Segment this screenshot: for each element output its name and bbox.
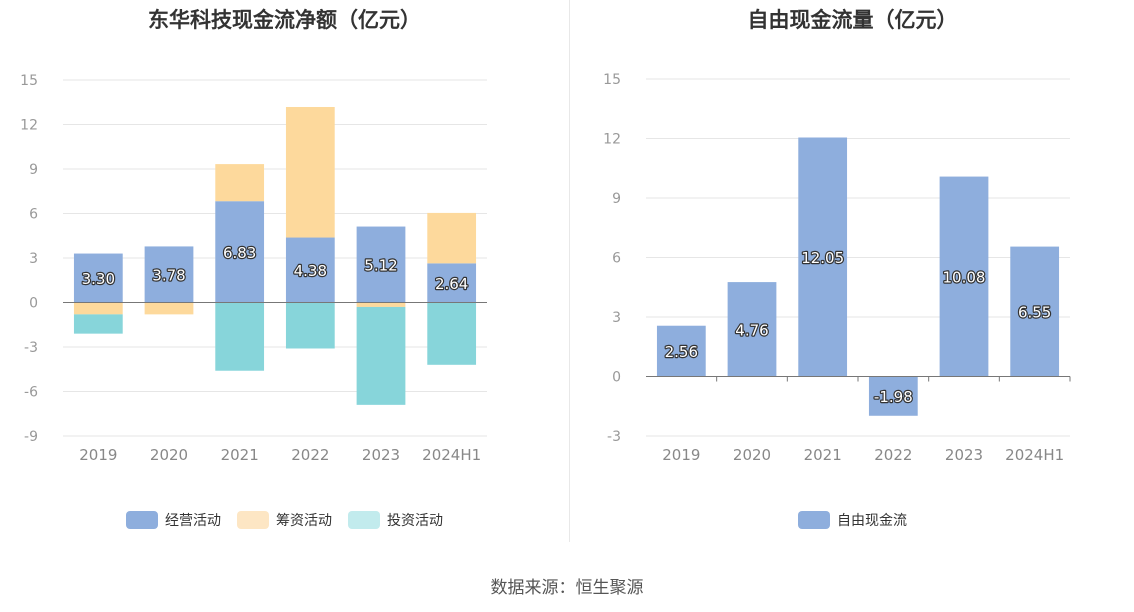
data-label: 5.12 [364,257,397,275]
data-label: 6.55 [1018,304,1051,322]
bar-investing [427,302,477,365]
x-tick-label: 2023 [945,446,983,464]
y-tick-label: 3 [612,310,621,326]
legend-label: 投资活动 [387,513,443,529]
chart-title: 自由现金流量（亿元） [747,8,958,32]
x-tick-label: 2021 [804,446,842,464]
y-tick-label: 9 [29,162,38,178]
bar-free-cash-flow [656,325,706,377]
bar-operating [144,246,194,303]
bar-free-cash-flow [939,176,989,377]
data-label: 4.76 [735,321,768,339]
y-tick-label: -6 [24,385,38,401]
legend: 经营活动 筹资活动 投资活动 [0,510,569,530]
legend-swatch [348,511,380,529]
legend-label: 经营活动 [165,513,221,529]
y-tick-label: -3 [24,340,38,356]
x-tick-label: 2019 [79,446,117,464]
x-tick-label: 2024H1 [422,446,481,464]
x-tick-label: 2019 [662,446,700,464]
legend-swatch [237,511,269,529]
y-tick-label: 6 [612,251,621,267]
y-tick-label: 12 [20,118,38,134]
x-tick-label: 2020 [733,446,771,464]
y-tick-label: -9 [24,429,38,445]
bar-free-cash-flow [868,376,918,416]
data-label: 4.38 [294,262,327,280]
bar-investing [285,302,335,349]
data-label: 10.08 [943,269,986,287]
bar-investing [73,314,123,334]
data-label: 3.30 [82,270,115,288]
data-label: 12.05 [801,249,844,267]
bar-operating [73,253,123,303]
bar-financing [356,302,406,307]
cash-flow-stacked-bar-chart: 15 12 9 6 3 0 -3 -6 -9 2019 3.30 2020 3.78 2021 6.83 20… [20,73,487,464]
legend: 自由现金流 [571,510,1134,530]
y-tick-label: 6 [29,207,38,223]
bar-investing [356,306,406,405]
x-tick-label: 2022 [291,446,329,464]
bar-financing [144,302,194,315]
data-label: -1.98 [874,388,913,406]
y-tick-label: 0 [612,370,621,386]
cash-flow-chart-panel: 东华科技现金流净额（亿元） 15 12 9 6 3 0 -3 -6 -9 2019 3.30 2020… [0,0,569,545]
data-label: 3.78 [152,266,185,284]
data-source: 数据来源：恒生聚源 [490,578,644,598]
bar-operating [356,226,406,303]
bar-free-cash-flow [798,137,848,377]
bar-free-cash-flow [1010,246,1060,377]
x-tick-label: 2020 [150,446,188,464]
y-tick-label: 3 [29,251,38,267]
x-tick-label: 2021 [221,446,259,464]
y-tick-label: 15 [20,73,38,89]
free-cash-flow-chart-panel: 自由现金流量（亿元） 15 12 9 6 3 0 -3 2019 2.56 2020 4.76 202… [571,0,1134,545]
bar-financing [285,106,335,238]
y-tick-label: 0 [29,296,38,312]
data-label: 2.56 [665,343,698,361]
data-label: 2.64 [435,275,468,293]
y-tick-label: 9 [612,191,621,207]
legend-item-operating[interactable]: 经营活动 [126,510,221,530]
legend-label: 筹资活动 [276,513,332,529]
legend-label: 自由现金流 [837,513,907,529]
bar-operating [215,201,265,303]
legend-item-free-cash-flow[interactable]: 自由现金流 [798,510,907,530]
free-cash-flow-bar-chart: 15 12 9 6 3 0 -3 2019 2.56 2020 4.76 2021 12.05 2022 -… [603,72,1071,464]
legend-swatch [798,511,830,529]
x-tick-label: 2022 [874,446,912,464]
bar-investing [215,302,265,371]
bar-financing [215,164,265,202]
x-tick-label: 2024H1 [1005,446,1064,464]
legend-item-financing[interactable]: 筹资活动 [237,510,332,530]
panel-divider [569,0,570,542]
data-label: 6.83 [223,244,256,262]
bar-free-cash-flow [727,282,777,377]
bar-financing [427,212,477,264]
x-tick-label: 2023 [362,446,400,464]
y-tick-label: -3 [607,429,621,445]
legend-swatch [126,511,158,529]
bar-financing [73,302,123,315]
bar-operating [427,263,477,303]
y-tick-label: 15 [603,72,621,88]
bar-operating [285,237,335,303]
chart-title: 东华科技现金流净额（亿元） [148,8,421,32]
legend-item-investing[interactable]: 投资活动 [348,510,443,530]
y-tick-label: 12 [603,132,621,148]
